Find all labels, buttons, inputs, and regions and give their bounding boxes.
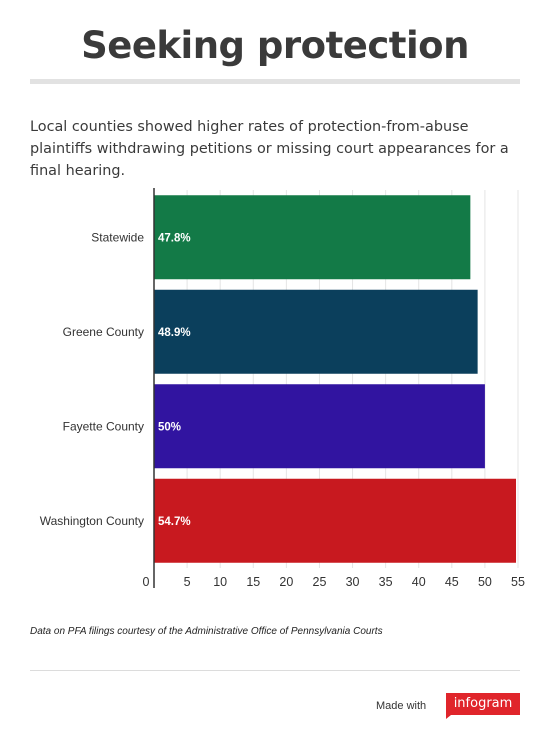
infogram-logo[interactable]: infogram	[446, 693, 520, 719]
category-labels: Statewide Greene County Fayette County Wash…	[40, 230, 145, 528]
logo-tail	[446, 711, 456, 719]
x-tick-label: 40	[412, 575, 426, 589]
bar[interactable]	[154, 289, 478, 374]
x-tick-label: 0	[143, 575, 150, 589]
title-divider	[30, 79, 520, 84]
category-label: Greene County	[63, 325, 144, 339]
x-tick-label: 10	[213, 575, 227, 589]
x-tick-label: 15	[246, 575, 260, 589]
x-tick-label: 5	[184, 575, 191, 589]
x-axis-ticks: 0 5 10 15 20 25 30 35 40 45 50 55	[143, 575, 525, 589]
category-label: Statewide	[91, 230, 144, 244]
logo-background	[446, 693, 520, 715]
bar[interactable]	[154, 384, 485, 469]
source-note: Data on PFA filings courtesy of the Admi…	[30, 626, 383, 637]
chart-title: Seeking protection	[81, 24, 469, 67]
data-label: 47.8%	[158, 232, 191, 244]
bar-chart: 47.8% 48.9% 50% 54.7% Statewide Greene Count…	[40, 188, 525, 589]
bars: 47.8% 48.9% 50% 54.7%	[154, 195, 517, 563]
footer-divider	[30, 670, 520, 671]
data-label: 54.7%	[158, 516, 191, 528]
x-tick-label: 55	[511, 575, 525, 589]
category-label: Washington County	[40, 514, 144, 528]
logo-text: infogram	[453, 696, 513, 711]
x-tick-label: 30	[346, 575, 360, 589]
bar[interactable]	[154, 478, 517, 563]
bar[interactable]	[154, 195, 471, 280]
chart-subtitle: Local counties showed higher rates of pr…	[30, 119, 509, 179]
x-tick-label: 20	[279, 575, 293, 589]
data-label: 50%	[158, 421, 181, 433]
category-label: Fayette County	[63, 419, 144, 433]
x-tick-label: 50	[478, 575, 492, 589]
x-tick-label: 25	[313, 575, 327, 589]
data-label: 48.9%	[158, 327, 191, 339]
x-tick-label: 35	[379, 575, 393, 589]
made-with-text: Made with	[376, 700, 427, 712]
x-tick-label: 45	[445, 575, 459, 589]
